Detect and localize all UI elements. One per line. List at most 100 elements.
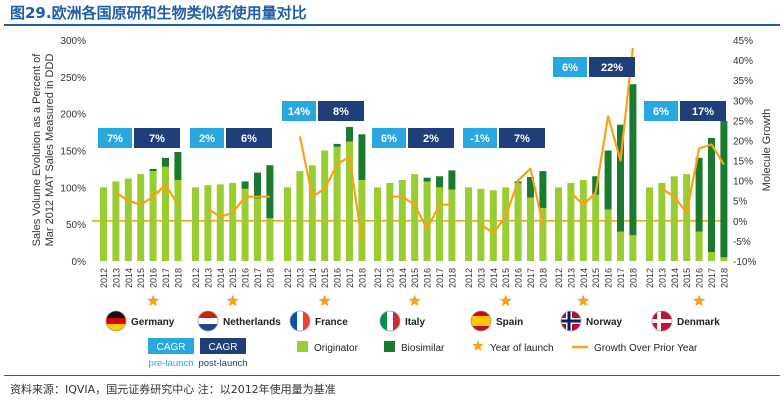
- originator-bar: [374, 187, 381, 261]
- launch-year-star: [499, 294, 512, 307]
- growth-line: [570, 47, 634, 206]
- x-tick-label: 2014: [670, 268, 680, 288]
- legend-originator-label: Originator: [314, 343, 359, 354]
- originator-bar: [708, 252, 715, 261]
- germany-flag-icon: [106, 311, 126, 331]
- launch-year-star: [408, 294, 421, 307]
- growth-line: [207, 195, 270, 218]
- originator-bar: [204, 185, 212, 261]
- x-tick-label: 2013: [111, 268, 121, 288]
- launch-year-star: [146, 294, 160, 307]
- y2-tick-label: 5%: [733, 197, 748, 208]
- x-tick-label: 2015: [228, 268, 238, 288]
- cagr-pre-box: [372, 128, 406, 148]
- legend-cagr-pre-swatch: [148, 338, 194, 354]
- originator-bar: [658, 182, 666, 261]
- y2-tick-label: 10%: [733, 177, 753, 188]
- x-tick-label: 2014: [308, 268, 318, 288]
- growth-line: [298, 136, 363, 242]
- x-tick-label: 2012: [373, 268, 383, 288]
- y2-tick-label: -10%: [733, 257, 756, 268]
- y-tick-label: 250%: [60, 73, 86, 84]
- originator-bar: [112, 181, 120, 261]
- growth-line: [389, 195, 452, 230]
- growth-line: [661, 143, 725, 214]
- legend-cagr-post-swatch: [200, 338, 246, 354]
- originator-bar: [100, 187, 107, 261]
- originator-bar: [398, 179, 406, 261]
- source-divider: [4, 375, 780, 376]
- originator-bar: [646, 187, 653, 261]
- x-tick-label: 2018: [447, 268, 457, 288]
- originator-bar: [174, 179, 182, 261]
- x-tick-label: 2012: [191, 268, 201, 288]
- x-tick-label: 2018: [173, 268, 183, 288]
- biosimilar-bar: [629, 84, 637, 236]
- originator-bar: [266, 218, 274, 261]
- biosimilar-bar: [254, 172, 261, 199]
- x-tick-label: 2014: [124, 268, 134, 288]
- x-tick-label: 2012: [645, 268, 655, 288]
- biosimilar-bar: [720, 121, 728, 258]
- legend-biosimilar-swatch: [384, 341, 395, 352]
- biosimilar-bar: [436, 176, 443, 188]
- x-tick-label: 2012: [283, 268, 293, 288]
- originator-bar: [604, 209, 612, 261]
- originator-bar: [254, 198, 261, 261]
- originator-bar: [555, 187, 562, 261]
- country-label: Norway: [586, 317, 623, 328]
- legend-biosimilar-label: Biosimilar: [401, 343, 445, 354]
- flag-ring: [560, 310, 582, 332]
- x-tick-label: 2014: [489, 268, 499, 288]
- biosimilar-bar: [358, 134, 366, 180]
- biosimilar-bar: [346, 126, 353, 142]
- flag-ring: [651, 310, 673, 332]
- growth-line: [480, 167, 544, 234]
- legend-growth-label: Growth Over Prior Year: [594, 343, 698, 354]
- biosimilar-bar: [592, 176, 600, 195]
- originator-bar: [465, 187, 472, 261]
- originator-bar: [567, 182, 575, 261]
- cagr-pre-value: 6%: [562, 62, 578, 74]
- originator-bar: [592, 194, 600, 261]
- y-tick-label: 100%: [60, 183, 86, 194]
- cagr-pre-box: [644, 101, 678, 121]
- x-tick-label: 2013: [203, 268, 213, 288]
- biosimilar-bar: [162, 157, 169, 167]
- cagr-pre-box: [282, 101, 316, 121]
- y2-tick-label: 40%: [733, 56, 753, 67]
- cagr-post-box: [499, 128, 545, 148]
- source-note: 资料来源：IQVIA，国元证券研究中心 注：以2012年使用量为基准: [10, 383, 336, 396]
- country-label: Spain: [496, 317, 523, 328]
- legend-post-launch: post-launch: [198, 358, 247, 369]
- originator-bar: [386, 182, 394, 261]
- x-tick-label: 2018: [265, 268, 275, 288]
- x-tick-label: 2014: [398, 268, 408, 288]
- cagr-post-box: [226, 128, 272, 148]
- cagr-post-value: 6%: [241, 133, 257, 145]
- originator-bar: [539, 207, 547, 261]
- originator-bar: [137, 174, 145, 261]
- cagr-post-box: [680, 101, 726, 121]
- cagr-post-box: [408, 128, 454, 148]
- cagr-pre-box: [190, 128, 224, 148]
- x-tick-label: 2014: [216, 268, 226, 288]
- originator-bar: [296, 171, 304, 261]
- biosimilar-bar: [604, 150, 612, 210]
- cagr-pre-value: 6%: [381, 133, 397, 145]
- y2-tick-label: 45%: [733, 36, 753, 47]
- originator-bar: [192, 187, 199, 261]
- norway-flag-icon: [561, 311, 581, 331]
- biosimilar-bar: [174, 151, 182, 180]
- x-tick-label: 2018: [357, 268, 367, 288]
- x-tick-label: 2012: [99, 268, 109, 288]
- biosimilar-bar: [695, 157, 703, 232]
- country-label: France: [315, 317, 348, 328]
- biosimilar-bar: [708, 137, 715, 253]
- originator-bar: [423, 181, 431, 261]
- biosimilar-bar: [539, 171, 547, 208]
- x-tick-label: 2017: [526, 268, 536, 288]
- cagr-pre-value: -1%: [470, 133, 490, 145]
- x-tick-label: 2018: [538, 268, 548, 288]
- y2-tick-label: 0%: [733, 217, 748, 228]
